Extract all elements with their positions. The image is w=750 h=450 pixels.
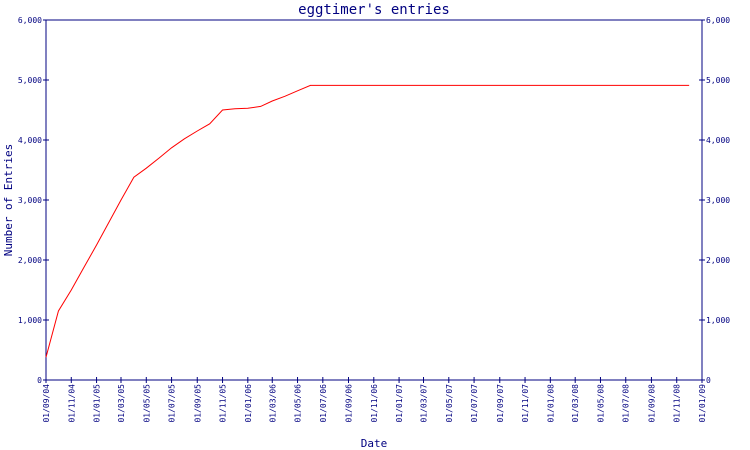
x-tick-label: 01/11/05 bbox=[219, 384, 228, 423]
y2-tick-label: 2,000 bbox=[706, 256, 730, 265]
y2-tick-label: 3,000 bbox=[706, 196, 730, 205]
x-tick-label: 01/11/07 bbox=[521, 384, 530, 423]
x-tick-label: 01/03/07 bbox=[420, 384, 429, 423]
plot-frame bbox=[45, 19, 703, 381]
x-tick-label: 01/05/07 bbox=[445, 384, 454, 423]
x-axis-label: Date bbox=[361, 437, 388, 450]
y-tick-label: 3,000 bbox=[18, 196, 42, 205]
chart-title: eggtimer's entries bbox=[298, 2, 450, 18]
x-tick-label: 01/01/05 bbox=[93, 384, 102, 423]
y-tick-label: 1,000 bbox=[18, 316, 42, 325]
y-tick-label: 2,000 bbox=[18, 256, 42, 265]
x-tick-label: 01/01/09 bbox=[698, 384, 707, 423]
x-tick-label: 01/01/08 bbox=[546, 384, 555, 423]
x-tick-label: 01/07/06 bbox=[319, 384, 328, 423]
x-tick-label: 01/03/06 bbox=[268, 384, 277, 423]
x-tick-label: 01/09/04 bbox=[42, 384, 51, 423]
x-tick-label: 01/05/05 bbox=[142, 384, 151, 423]
x-tick-label: 01/11/04 bbox=[67, 384, 76, 423]
y-tick-label: 6,000 bbox=[18, 16, 42, 25]
y2-tick-label: 5,000 bbox=[706, 76, 730, 85]
y-axis-label: Number of Entries bbox=[2, 144, 15, 257]
x-tick-label: 01/01/06 bbox=[244, 384, 253, 423]
x-tick-label: 01/03/08 bbox=[571, 384, 580, 423]
x-tick-label: 01/11/06 bbox=[370, 384, 379, 423]
x-tick-label: 01/01/07 bbox=[395, 384, 404, 423]
x-tick-label: 01/11/08 bbox=[673, 384, 682, 423]
x-tick-label: 01/09/06 bbox=[345, 384, 354, 423]
y2-tick-label: 0 bbox=[706, 376, 711, 385]
y-tick-label: 4,000 bbox=[18, 136, 42, 145]
x-tick-label: 01/09/05 bbox=[193, 384, 202, 423]
data-line bbox=[45, 84, 690, 358]
x-tick-label: 01/03/05 bbox=[117, 384, 126, 423]
x-tick-label: 01/07/07 bbox=[470, 384, 479, 423]
y2-tick-label: 6,000 bbox=[706, 16, 730, 25]
x-tick-label: 01/05/06 bbox=[294, 384, 303, 423]
x-tick-label: 01/09/08 bbox=[647, 384, 656, 423]
x-tick-label: 01/07/08 bbox=[622, 384, 631, 423]
x-tick-label: 01/09/07 bbox=[496, 384, 505, 423]
y-tick-label: 0 bbox=[37, 376, 42, 385]
x-tick-label: 01/07/05 bbox=[168, 384, 177, 423]
y-tick-label: 5,000 bbox=[18, 76, 42, 85]
x-tick-label: 01/05/08 bbox=[596, 384, 605, 423]
y2-tick-label: 1,000 bbox=[706, 316, 730, 325]
y2-tick-label: 4,000 bbox=[706, 136, 730, 145]
